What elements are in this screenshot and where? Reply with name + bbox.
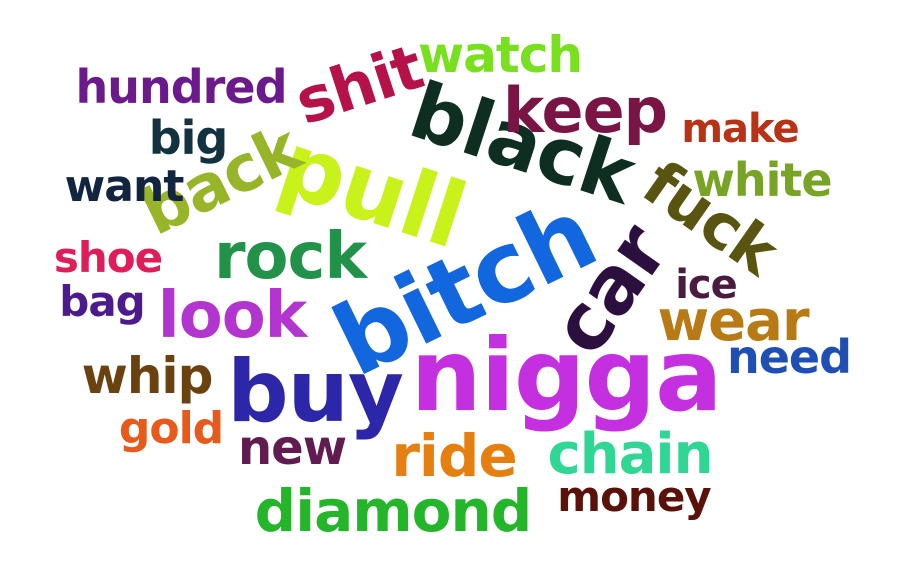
word-bag: bag — [59, 277, 145, 326]
word-watch: watch — [417, 26, 583, 84]
word-hundred: hundred — [75, 60, 288, 114]
word-nigga: nigga — [410, 317, 722, 434]
word-gold: gold — [118, 403, 224, 454]
word-diamond: diamond — [254, 477, 533, 545]
word-buy: buy — [227, 342, 404, 442]
word-keep: keep — [502, 74, 668, 147]
word-ice: ice — [675, 262, 738, 308]
word-wear: wear — [657, 289, 809, 354]
word-money: money — [557, 472, 711, 521]
word-need: need — [726, 330, 852, 384]
word-ride: ride — [391, 422, 517, 490]
word-want: want — [64, 161, 185, 212]
word-chain: chain — [547, 422, 714, 487]
word-new: new — [237, 420, 347, 476]
word-white: white — [692, 153, 832, 207]
word-big: big — [148, 111, 229, 165]
word-shit: shit — [286, 30, 431, 140]
word-rock: rock — [213, 220, 367, 294]
word-shoe: shoe — [53, 233, 163, 282]
word-make: make — [681, 106, 799, 152]
word-look: look — [157, 279, 307, 353]
word-whip: whip — [81, 347, 214, 405]
